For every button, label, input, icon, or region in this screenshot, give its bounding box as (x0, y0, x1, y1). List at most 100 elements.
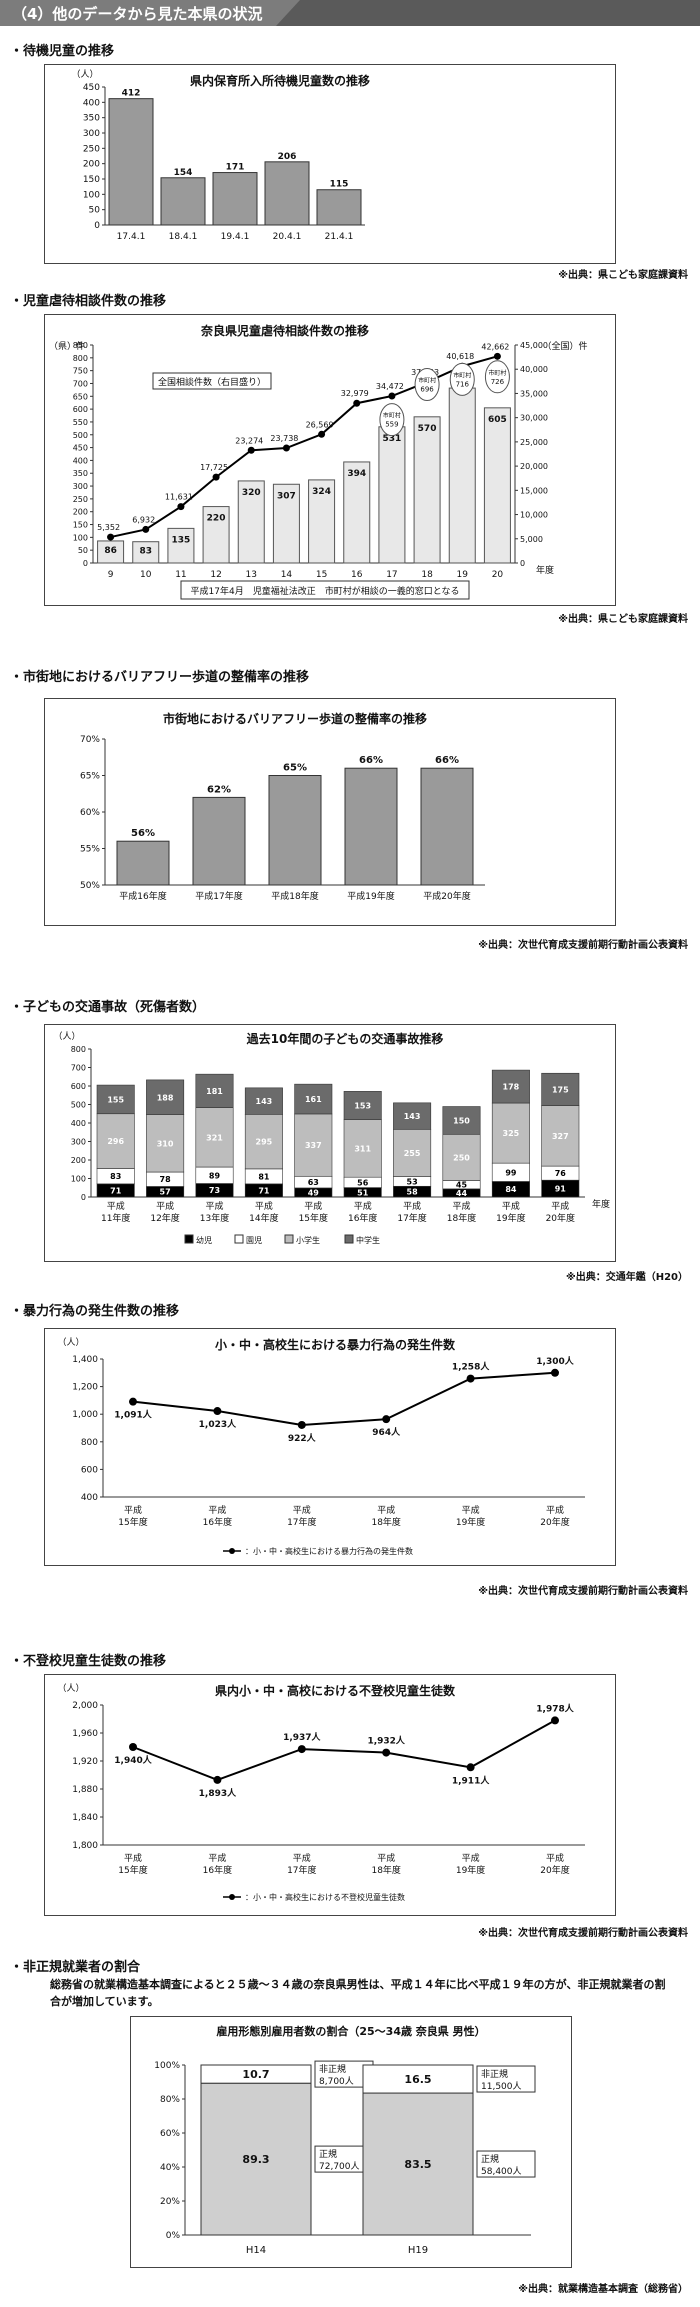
callout-value: 696 (420, 385, 434, 393)
stack-segment (200, 2082, 312, 2236)
tick-label-y-right: 40,000 (520, 365, 548, 374)
tick-label-x: 17 (386, 570, 397, 580)
source-violence: ※出典：次世代育成支援前期行動計画公表資料 (478, 1586, 688, 1597)
segment-label: 71 (258, 1186, 270, 1195)
line-point (142, 525, 150, 533)
bar-label: 115 (330, 180, 349, 190)
bar-label: 65% (283, 763, 307, 774)
note-text: 平成17年4月 児童福祉法改正 市町村が相談の一義的窓口となる (191, 585, 460, 597)
bar-label: 206 (278, 152, 297, 162)
segment-label: 58 (407, 1188, 419, 1197)
line-legend: 全国相談件数（右目盛り） (158, 376, 266, 388)
axis-label-x: 年度 (592, 1198, 610, 1210)
tick-label-y-right: 35,000 (520, 389, 548, 398)
line-point-label: 6,932 (132, 515, 155, 524)
tick-label-y-left: 400 (73, 456, 88, 465)
tick-label-x: 平成 (293, 1852, 311, 1864)
tick-label-y: 80% (160, 2095, 180, 2105)
callout-value: 58,400人 (481, 2166, 522, 2177)
tick-label-x: 平成20年度 (423, 890, 470, 902)
line-point (129, 1743, 137, 1751)
tick-label-y: 600 (81, 1465, 98, 1475)
tick-label-y-right: 0 (520, 559, 525, 568)
chart-child-abuse: 奈良県児童虐待相談件数の推移（県）件 （全国）件年度050100150200250… (49, 323, 588, 600)
tick-label-y: 1,840 (72, 1813, 98, 1823)
bar-label: 320 (242, 488, 261, 498)
tick-label-y: 50 (89, 206, 101, 216)
line-point (382, 1748, 391, 1757)
segment-label: 150 (453, 1116, 470, 1125)
bar (344, 767, 398, 886)
tick-label-y-left: 700 (73, 379, 88, 388)
tick-label-x: 平成 (452, 1200, 470, 1212)
legend-label: ：小・中・高校生における暴力行為の発生件数 (245, 1546, 413, 1556)
line-point (388, 392, 396, 400)
tick-label-x: 18 (421, 570, 433, 580)
chart-title: 過去10年間の子どもの交通事故推移 (246, 1031, 444, 1046)
bar (264, 161, 310, 226)
bar-label: 56% (131, 828, 155, 839)
stack-segment (393, 1102, 432, 1130)
tick-label-x: 20 (492, 570, 504, 580)
bar (212, 172, 258, 226)
source-traffic-accidents: ※出典：交通年鑑（H20） (565, 1272, 688, 1283)
axis-label-y: （人） (57, 1337, 84, 1348)
section-label-barrier-free: ・市街地におけるバリアフリー歩道の整備率の推移 (10, 670, 310, 685)
line-point-label: 922人 (288, 1432, 317, 1444)
bar (343, 461, 371, 564)
stack-segment (195, 1073, 234, 1108)
stack-segment (343, 1119, 382, 1178)
tick-label-x: 平成 (124, 1852, 142, 1864)
chart-title: 県内小・中・高校における不登校児童生徒数 (215, 1683, 456, 1698)
tick-label-y-left: 450 (73, 444, 88, 453)
line-point-label: 964人 (372, 1426, 401, 1438)
tick-label-x: 16年度 (203, 1516, 232, 1528)
callout-value: 559 (385, 421, 398, 429)
line-point-label: 1,932人 (367, 1735, 405, 1747)
segment-label: 53 (407, 1177, 418, 1186)
tick-label-x: 平成 (551, 1200, 569, 1212)
axis-label-y-left: （県）件 (49, 340, 85, 352)
segment-label: 81 (258, 1172, 270, 1181)
tick-label-x: 平成16年度 (119, 890, 166, 902)
bar (268, 775, 322, 886)
axis-label-y: （人） (53, 1031, 80, 1042)
tick-label-x: 18年度 (371, 1516, 400, 1528)
legend-label: 幼児 (196, 1235, 212, 1245)
legend-label: 園児 (246, 1236, 262, 1245)
segment-label: 153 (354, 1102, 371, 1111)
line-series (132, 1719, 556, 1781)
tick-label-y: 60% (80, 808, 100, 818)
segment-label: 76 (555, 1169, 567, 1178)
stack-segment (244, 1087, 283, 1115)
tick-label-y: 60% (160, 2129, 180, 2139)
note-box (180, 580, 470, 600)
segment-label: 321 (206, 1133, 223, 1142)
stack-segment (491, 1102, 530, 1164)
bar-label: 220 (207, 514, 226, 524)
stack-segment (362, 2092, 474, 2236)
tick-label-x: 平成 (502, 1200, 520, 1212)
chart-title: 雇用形態別雇用者数の割合（25～34歳 奈良県 男性） (216, 2024, 485, 2038)
tick-label-y: 500 (71, 1101, 86, 1110)
axis-label-x: 年度 (536, 564, 554, 576)
tick-label-x: 13年度 (200, 1212, 229, 1224)
chart-box-traffic-accidents: 過去10年間の子どもの交通事故推移 （人） 年度 0 100 200 300 400 500 60… (44, 1024, 616, 1262)
tick-label-y: 2,000 (72, 1701, 98, 1711)
stack-segment (541, 1105, 580, 1167)
segment-label: 91 (555, 1185, 567, 1194)
stack-segment (96, 1113, 135, 1169)
tick-label-x: 10 (140, 570, 152, 580)
tick-label-x: 20年度 (546, 1212, 575, 1224)
legend-marker (229, 1894, 235, 1900)
segment-label: 178 (503, 1083, 520, 1092)
line-point-label: 42,662 (481, 342, 509, 351)
bar-label: 531 (383, 434, 402, 444)
tick-label-y-left: 800 (73, 354, 88, 363)
bar (132, 541, 160, 564)
tick-label-x: 平成 (354, 1200, 372, 1212)
chart-title: 小・中・高校生における暴力行為の発生件数 (215, 1337, 456, 1352)
bar-label: 307 (277, 491, 296, 501)
line-point-label: 1,091人 (114, 1409, 152, 1421)
chart-waiting-children: 県内保育所入所待機児童数の推移 （人） 0 50 100 150 200 250 300 350 4… (71, 69, 370, 242)
